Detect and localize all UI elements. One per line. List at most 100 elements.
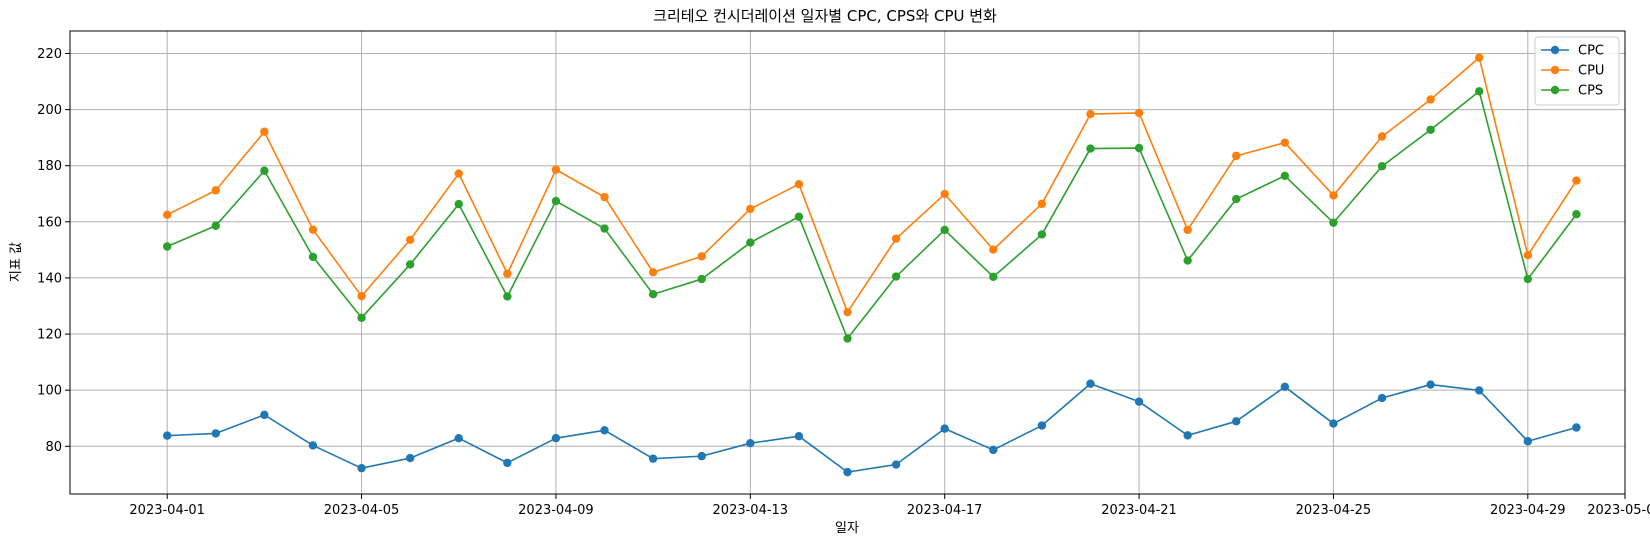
series-cpu-point [1523, 251, 1533, 260]
chart-title: 크리테오 컨시더레이션 일자별 CPC, CPS와 CPU 변화 [653, 7, 997, 25]
series-cpc-point [1523, 437, 1533, 446]
series-cpc-point [989, 445, 998, 455]
series-cps-point [1523, 274, 1533, 284]
series-cps-point [697, 274, 706, 284]
series-cpu-point [503, 269, 512, 278]
series-cpc-point [697, 451, 706, 461]
series-cps-point [1426, 125, 1435, 134]
x-tick-label: 2023-04-05 [324, 503, 400, 518]
series-cpc-point [308, 441, 318, 450]
series-cpc-point [1329, 419, 1338, 428]
series-cps-point [648, 290, 658, 299]
y-tick-label: 180 [37, 159, 62, 174]
legend-cpu-marker [1550, 65, 1560, 75]
y-tick-label: 100 [37, 384, 62, 399]
plot-frame [69, 30, 1626, 495]
series-cpu-point [211, 186, 220, 195]
series-cpu-point [891, 234, 901, 243]
legend-cpu-label: CPU [1578, 64, 1604, 79]
series-cpc-point [211, 429, 220, 438]
legend: CPC CPU CPS [1534, 36, 1620, 106]
x-axis: 2023-04-01 2023-04-05 2023-04-09 2023-04-13… [129, 494, 1650, 518]
series-cpu-point [600, 192, 609, 202]
series-cpu-point [357, 291, 366, 301]
series-layer [162, 53, 1581, 477]
series-cpc-line [167, 382, 1577, 473]
series-cps-point [260, 166, 269, 175]
series-cps-point [1475, 87, 1484, 96]
series-cps-point [989, 272, 998, 282]
series-cpu-point [405, 235, 415, 244]
series-cps-point [162, 242, 172, 251]
series-cps-point [1280, 171, 1290, 180]
series-cps-point [1377, 162, 1387, 171]
series-cpu-point [746, 204, 755, 214]
series-cpu-point [1232, 151, 1241, 161]
series-cps-point [308, 252, 318, 262]
series-cpc-point [1086, 379, 1095, 388]
series-cpu-point [843, 307, 852, 317]
grid [70, 31, 1626, 494]
series-cpc-point [405, 453, 415, 463]
series-cpc-point [1037, 421, 1047, 430]
series-cpc-point [1134, 397, 1144, 406]
legend-cps-marker [1550, 85, 1560, 95]
series-cpc-point [162, 431, 172, 440]
series-cps-point [1183, 256, 1192, 265]
series-cpu-point [1134, 108, 1144, 118]
series-cpu-point [551, 165, 561, 174]
y-tick-label: 140 [37, 271, 62, 286]
legend-frame [1534, 36, 1620, 106]
series-cpu-point [1475, 53, 1484, 62]
series-cpc-point [600, 426, 609, 435]
series-cps-point [211, 221, 220, 230]
series-cpu-point [697, 252, 706, 261]
x-tick-label: 2023-04-09 [518, 503, 594, 518]
series-cps-point [843, 334, 852, 343]
series-cpc-point [1475, 386, 1484, 395]
legend-cpc-label: CPC [1578, 44, 1604, 59]
series-cpc-point [357, 463, 366, 473]
series-cpu-point [940, 189, 949, 199]
series-cpu-point [1183, 225, 1192, 235]
y-tick-label: 160 [37, 215, 62, 230]
x-axis-title: 일자 [835, 521, 859, 536]
legend-cpc-marker [1550, 45, 1560, 55]
series-cpu-point [1426, 95, 1435, 104]
series-cpc-point [648, 454, 658, 463]
series-cps-point [600, 224, 609, 233]
x-tick-label: 2023-04-29 [1490, 503, 1566, 518]
series-cpc-point [1572, 423, 1581, 432]
series-cpu-point [1037, 199, 1047, 209]
series-cpc-point [1377, 393, 1387, 403]
series-cps-point [1232, 194, 1241, 204]
series-cpu-point [648, 268, 658, 277]
series-cps-point [503, 292, 512, 301]
series-cpu-point [454, 169, 463, 178]
series-cps [162, 87, 1581, 343]
series-cpc-point [454, 433, 463, 443]
series-cpu-point [1086, 109, 1095, 119]
series-cps-point [1134, 143, 1144, 153]
series-cps-point [357, 313, 366, 322]
series-cpc [162, 379, 1581, 477]
x-tick-label: 2023-04-21 [1101, 503, 1177, 518]
series-cpc-point [1280, 382, 1290, 392]
series-cps-point [891, 272, 901, 281]
series-cpu-point [1329, 191, 1338, 200]
series-cpc-point [940, 424, 949, 433]
y-tick-label: 200 [37, 103, 62, 118]
series-cps-point [746, 238, 755, 247]
series-cps-point [1086, 144, 1095, 153]
series-cpu [162, 53, 1581, 317]
series-cpc-point [503, 458, 512, 468]
x-tick-label: 2023-04-25 [1296, 503, 1372, 518]
x-tick-label: 2023-04-01 [129, 503, 205, 518]
series-cpc-point [260, 410, 269, 420]
series-cps-point [1037, 230, 1047, 239]
x-tick-label: 2023-05-01 [1587, 503, 1650, 518]
series-cpc-point [1232, 417, 1241, 426]
x-tick-label: 2023-04-13 [713, 503, 789, 518]
series-cpc-point [891, 460, 901, 469]
